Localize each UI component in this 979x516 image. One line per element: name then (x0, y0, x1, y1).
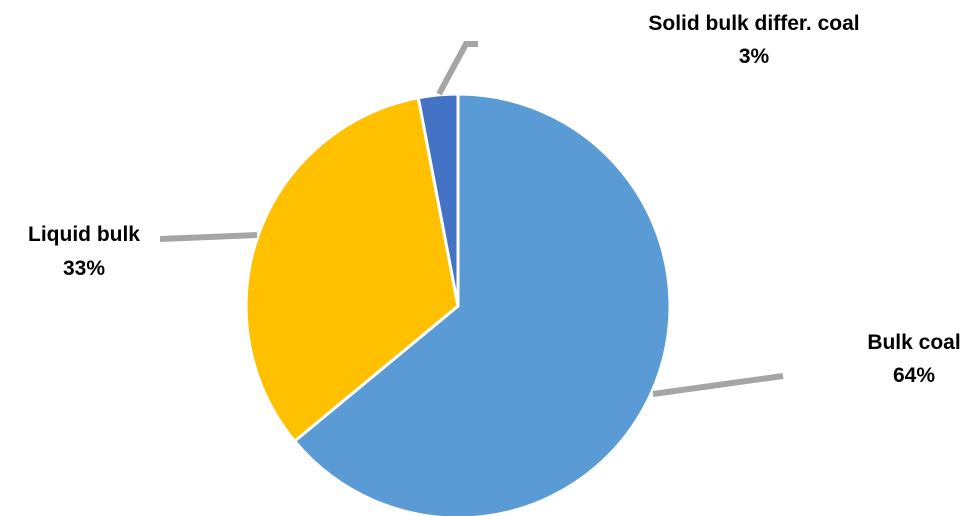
leader-lines (159, 41, 784, 397)
slice-solid-bulk-differ-coal (416, 92, 460, 307)
data-labels: Bulk coal 64% Liquid bulk 33% Solid bulk… (28, 12, 961, 387)
label-value-bulk-coal: 64% (893, 364, 935, 387)
pie-slices (244, 92, 672, 516)
slice-liquid-bulk (244, 96, 460, 444)
label-name-bulk-coal: Bulk coal (867, 331, 960, 354)
label-value-solid-bulk: 3% (739, 45, 770, 68)
label-name-solid-bulk: Solid bulk differ. coal (648, 12, 859, 35)
label-name-liquid-bulk: Liquid bulk (28, 223, 140, 246)
leader-line-bulk-coal (652, 373, 784, 397)
leader-line-liquid-bulk (159, 232, 258, 242)
slice-bulk-coal (292, 92, 672, 516)
label-value-liquid-bulk: 33% (63, 257, 105, 280)
leader-line-solid-bulk (436, 41, 478, 96)
